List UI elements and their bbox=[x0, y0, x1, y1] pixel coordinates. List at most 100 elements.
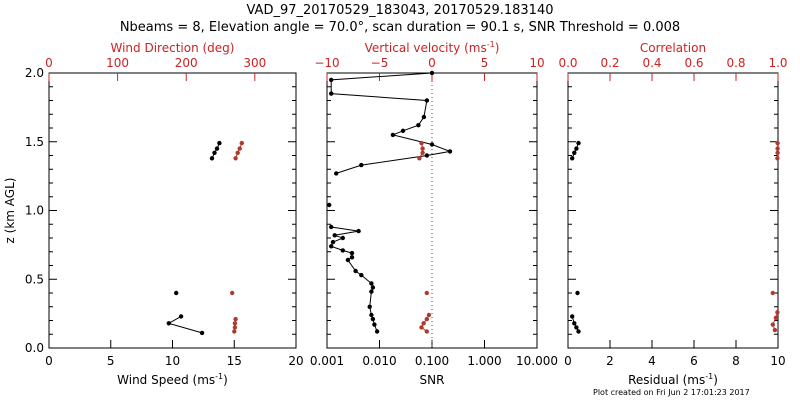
panel3-top-tick-label: 1.0 bbox=[768, 56, 787, 70]
panel3-top-tick-label: 0.6 bbox=[684, 56, 703, 70]
panel2-series-2-point bbox=[420, 150, 425, 155]
panel3-series-2-point bbox=[775, 140, 780, 146]
panel2-series-1-point bbox=[369, 289, 374, 294]
plot-timestamp: Plot created on Fri Jun 2 17:01:23 2017 bbox=[593, 388, 750, 397]
panel1-series-1-point bbox=[199, 330, 205, 336]
panel2-top-tick-label: 5 bbox=[481, 56, 489, 70]
panel3-series-2-line bbox=[772, 312, 778, 331]
panel2-bottom-axis-label-text: SNR bbox=[420, 373, 445, 387]
panel1-bottom-axis-label-superscript: -1 bbox=[215, 372, 223, 381]
panel2-series-1-point bbox=[416, 123, 421, 128]
panel1-xtick-label: 20 bbox=[288, 354, 303, 368]
panel2-series-1-point bbox=[359, 162, 364, 168]
panel1-frame bbox=[48, 72, 297, 349]
panel2-series-1-point bbox=[370, 316, 376, 322]
panel2-series-2-point bbox=[424, 316, 429, 322]
panel1-bottom-axis-label-close: ) bbox=[223, 373, 228, 387]
ytick-label: 1.0 bbox=[25, 204, 44, 218]
panel2-series-1-point bbox=[424, 98, 430, 103]
panel2-series-1-point bbox=[429, 142, 435, 147]
panel3-series-1-line bbox=[571, 316, 579, 332]
panel1-series-1-point bbox=[214, 146, 220, 151]
panel2-series-1-point bbox=[390, 132, 396, 138]
panel3-bottom-axis-label-text: Residual (ms bbox=[628, 373, 705, 387]
panel3-bottom-axis-label: Residual (ms-1) bbox=[628, 372, 718, 387]
panel2-series-1-line bbox=[330, 72, 452, 174]
chart-title: VAD_97_20170529_183043, 20170529.183140 bbox=[246, 3, 554, 18]
panel1-top-tick-label: 300 bbox=[243, 56, 266, 70]
panel1-bottom-axis-label: Wind Speed (ms-1) bbox=[117, 372, 228, 387]
panel2-series-1-point bbox=[345, 257, 351, 263]
panel3-top-tick-label: 0.2 bbox=[600, 56, 619, 70]
panel1-series-2-point bbox=[232, 325, 238, 330]
panel1-series-1-point bbox=[174, 290, 179, 296]
panel2-series-2-point bbox=[417, 156, 422, 161]
panel3-frame bbox=[567, 72, 779, 349]
panel2-xtick-label: 1.000 bbox=[467, 354, 501, 368]
panel3-series-1-point bbox=[570, 156, 575, 161]
panel2-xtick-label: 0.001 bbox=[310, 354, 344, 368]
panel1-series-1-point bbox=[209, 156, 215, 161]
panel2-series-1-point bbox=[349, 255, 355, 260]
panel1-series-2-point bbox=[232, 321, 238, 326]
panel2-top-axis-label: Vertical velocity (ms-1) bbox=[365, 40, 500, 55]
panel3-bottom-axis-label-superscript: -1 bbox=[705, 372, 713, 381]
panel2-top-tick-label: 0 bbox=[428, 56, 436, 70]
panel2-series-2-point bbox=[426, 312, 432, 318]
panel2-series-1-point bbox=[327, 202, 332, 208]
panel2-series-1-point bbox=[424, 153, 430, 158]
panel3-series-1-point bbox=[576, 329, 581, 334]
panel2-xtick-label: 10.000 bbox=[516, 354, 558, 368]
panel2-series-1-point bbox=[369, 312, 374, 318]
panel2-series-2-point bbox=[424, 290, 429, 296]
panel1-top-tick-label: 0 bbox=[45, 56, 53, 70]
panel2-series-1-point bbox=[374, 329, 380, 334]
panel1-series-2-point bbox=[233, 316, 238, 322]
panel1-series-1-line bbox=[211, 142, 220, 159]
panel1-series-1-point bbox=[217, 140, 222, 146]
panel1-series-2-point bbox=[237, 146, 242, 151]
panel3-series-1-point bbox=[575, 290, 580, 296]
panel1-xtick-label: 0 bbox=[45, 354, 53, 368]
panel3-series-2-point bbox=[772, 327, 778, 333]
panel2-series-1-point bbox=[340, 235, 345, 241]
panel3-xtick-label: 10 bbox=[770, 354, 785, 368]
y-axis-label: z (km AGL) bbox=[3, 178, 17, 244]
panel2-top-axis-label-superscript: -1 bbox=[487, 40, 495, 49]
panel1-top-axis-label-text: Wind Direction (deg) bbox=[111, 41, 235, 55]
panel3-top-tick-label: 0.8 bbox=[726, 56, 745, 70]
panel1-series-2-point bbox=[230, 290, 235, 296]
panel3-series-2-point bbox=[770, 290, 775, 296]
panel3-top-tick-label: 0.4 bbox=[642, 56, 661, 70]
panel1-series-1-point bbox=[212, 150, 217, 155]
panel2-series-1-point bbox=[370, 285, 376, 290]
panel3-series-2-point bbox=[775, 156, 780, 161]
panel1-xtick-label: 15 bbox=[227, 354, 242, 368]
panel3-xtick-label: 4 bbox=[648, 354, 656, 368]
panel3-series-2-point bbox=[775, 150, 780, 155]
panel1-series-2-point bbox=[235, 150, 240, 155]
chart-subtitle: Nbeams = 8, Elevation angle = 70.0°, sca… bbox=[119, 20, 681, 35]
panel2-series-1-point bbox=[359, 272, 364, 278]
panel2-series-1-point bbox=[329, 244, 334, 249]
panel3-series-2-point bbox=[775, 146, 780, 151]
panel3-bottom-axis-label-close: ) bbox=[713, 373, 718, 387]
panel1-top-tick-label: 100 bbox=[106, 56, 129, 70]
panel1-top-axis-label: Wind Direction (deg) bbox=[111, 41, 235, 55]
panel2-series-1-point bbox=[329, 77, 334, 83]
panel3-top-axis-label: Correlation bbox=[640, 41, 706, 55]
panel2-bottom-axis-label: SNR bbox=[420, 373, 445, 387]
panel1-xtick-label: 5 bbox=[107, 354, 115, 368]
panel3-series-2-point bbox=[770, 322, 775, 327]
panel3-series-2-point bbox=[773, 315, 779, 320]
panel1-bottom-axis-label-text: Wind Speed (ms bbox=[117, 373, 215, 387]
panel2-series-1-point bbox=[349, 250, 355, 256]
panel3-series-1-line bbox=[571, 142, 579, 159]
ytick-label: 0.5 bbox=[25, 272, 44, 286]
panel2-series-1-point bbox=[334, 171, 339, 176]
panel3-xtick-label: 2 bbox=[606, 354, 614, 368]
panel3-series-1-point bbox=[574, 146, 579, 151]
panel2-series-1-point bbox=[353, 268, 358, 274]
panel3-top-tick-label: 0.0 bbox=[558, 56, 577, 70]
